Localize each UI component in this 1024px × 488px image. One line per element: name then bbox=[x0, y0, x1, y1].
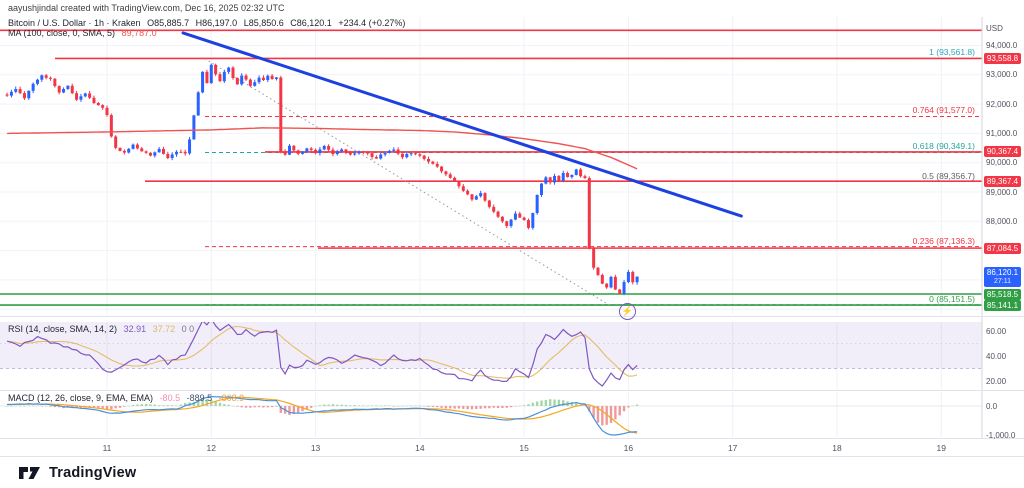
ohlc-change: +234.4 (+0.27%) bbox=[338, 18, 406, 28]
ohlc-close: C86,120.1 bbox=[290, 18, 332, 28]
ohlc-high: H86,197.0 bbox=[195, 18, 238, 28]
rsi-label: RSI (14, close, SMA, 14, 2) bbox=[8, 324, 118, 334]
macd-label: MACD (12, 26, close, 9, EMA, EMA) bbox=[8, 392, 154, 403]
lightning-icon: ⚡ bbox=[621, 306, 634, 316]
rsi-extra-values: 0 0 bbox=[181, 324, 195, 334]
price-axis[interactable] bbox=[983, 17, 1024, 438]
macd-signal-value: -808.9 bbox=[218, 392, 245, 403]
signpost-drawing-icon[interactable]: ⚡ bbox=[619, 303, 636, 320]
macd-value: -889.5 bbox=[186, 392, 213, 403]
ma-value: 89,787.0 bbox=[121, 27, 157, 38]
downtrend-line bbox=[181, 31, 743, 218]
ma-legend-row[interactable]: MA (100, close, 0, SMA, 5) 89,787.0 bbox=[8, 28, 157, 38]
rsi-ma-line bbox=[7, 325, 638, 379]
brand-name: TradingView bbox=[49, 464, 137, 481]
symbol-title: Bitcoin / U.S. Dollar · 1h · Kraken bbox=[8, 18, 141, 28]
ma100-line bbox=[7, 127, 638, 170]
macd-line bbox=[7, 395, 638, 436]
macd-legend-row[interactable]: MACD (12, 26, close, 9, EMA, EMA) -80.5 … bbox=[8, 393, 244, 403]
ma-label: MA (100, close, 0, SMA, 5) bbox=[8, 27, 116, 38]
macd-histogram bbox=[5, 399, 639, 426]
macd-hist-value: -80.5 bbox=[159, 392, 181, 403]
rsi-ma-value: 37.72 bbox=[152, 324, 176, 334]
rsi-legend-row[interactable]: RSI (14, close, SMA, 14, 2) 32.91 37.72 … bbox=[8, 324, 194, 334]
ohlc-open: O85,885.7 bbox=[147, 18, 190, 28]
candlestick-series bbox=[5, 63, 639, 296]
footer-bar: TradingView bbox=[0, 456, 1024, 488]
tradingview-logo-icon bbox=[19, 466, 40, 479]
rsi-line bbox=[6, 322, 638, 387]
time-axis[interactable] bbox=[0, 439, 1024, 456]
symbol-legend-row[interactable]: Bitcoin / U.S. Dollar · 1h · Kraken O85,… bbox=[8, 18, 405, 28]
macd-signal-line bbox=[7, 396, 638, 434]
rsi-value: 32.91 bbox=[123, 324, 147, 334]
ohlc-low: L85,850.6 bbox=[243, 18, 284, 28]
attribution-text: aayushjindal created with TradingView.co… bbox=[8, 3, 285, 13]
chart-canvas[interactable] bbox=[0, 0, 1024, 456]
